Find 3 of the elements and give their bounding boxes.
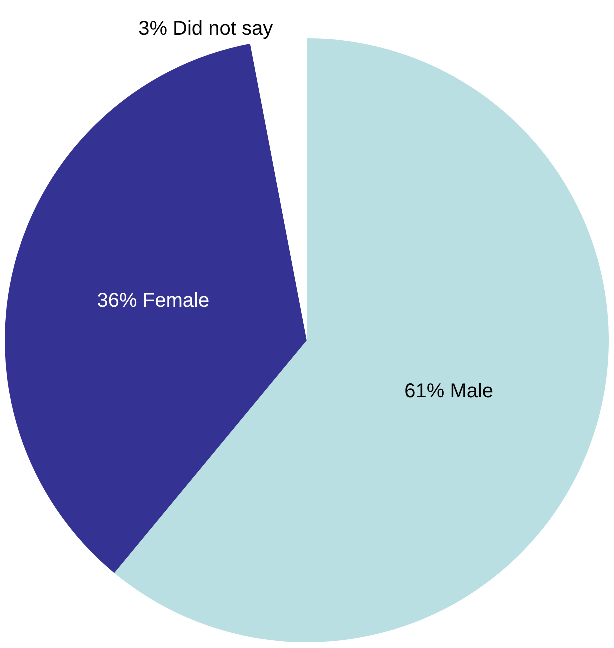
slice-label: 3% Did not say	[138, 18, 274, 40]
slice-label: 61% Male	[404, 380, 494, 403]
slice-label: 36% Female	[97, 290, 210, 312]
